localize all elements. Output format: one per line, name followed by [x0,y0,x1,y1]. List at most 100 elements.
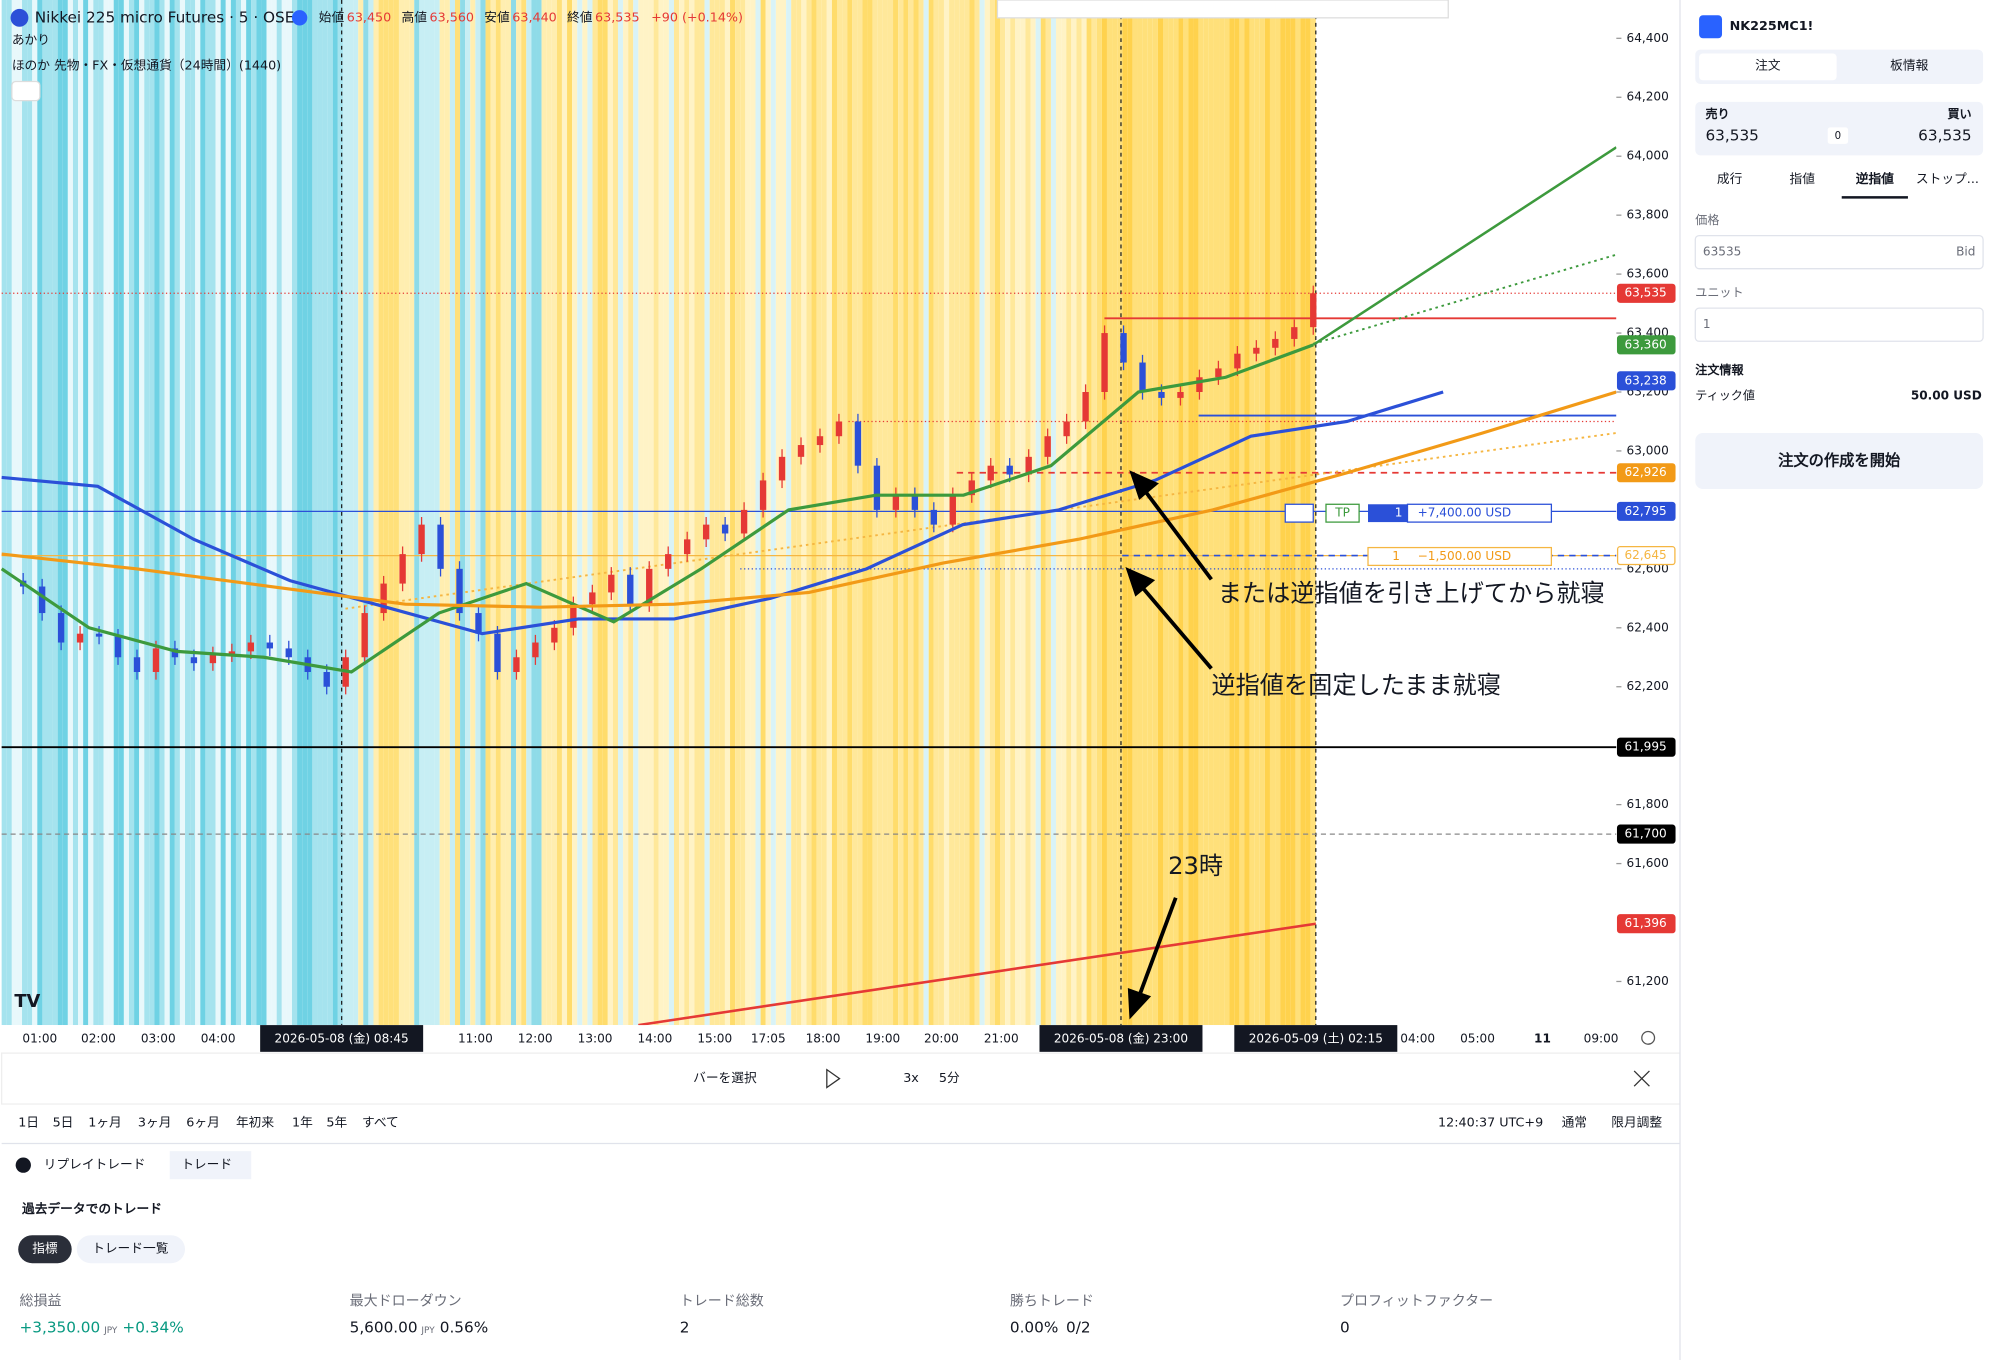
stripe [139,0,145,1026]
panel-symbol: NK225MC1! [1730,19,1814,34]
play[interactable] [826,1068,841,1089]
stripe [903,0,909,1026]
time-badge-label: 2026-05-09 (土) 02:15 [1249,1032,1383,1046]
order-type[interactable]: 逆指値 [1856,171,1894,187]
stripe [37,0,43,1026]
stripe [409,0,415,1026]
candle [1272,338,1279,348]
change: +90 (+0.14%) [651,10,743,25]
candle [114,636,122,658]
section[interactable]: 過去データでのトレード [21,1201,162,1217]
order-type[interactable]: ストップ... [1916,172,1979,187]
subtab-active[interactable] [18,1235,72,1264]
stripe [938,0,944,1026]
price-input[interactable] [1694,234,1984,270]
stripe [684,0,690,1026]
price-badge-label: 62,795 [1624,504,1666,518]
replay-icon [15,1157,31,1173]
range[interactable]: 6ヶ月 [186,1116,220,1131]
range[interactable]: 5日 [53,1116,74,1131]
candle [532,642,539,658]
metric-value: 0 [1340,1319,1350,1337]
stripe [393,0,399,1026]
subtab-bg[interactable] [76,1235,186,1264]
candle [494,633,501,672]
range[interactable]: すべて [362,1116,399,1131]
stripe [220,0,226,1026]
order-type[interactable]: 成行 [1717,172,1743,187]
stripe [103,0,109,1026]
interval[interactable]: 5分 [939,1071,960,1086]
stripe [190,0,196,1026]
candle [1291,327,1298,339]
sl-order[interactable]: 1 −1,500.00 USD [1367,546,1553,567]
stripe [811,0,817,1026]
candle [684,539,691,555]
stripe [719,0,725,1026]
candle [1025,456,1032,475]
candle [1006,465,1013,475]
sell[interactable]: 売り [1705,106,1729,121]
candle [570,604,577,628]
settings[interactable] [1641,1030,1656,1045]
metric-value: +3,350.00 [19,1319,100,1337]
stripe [454,0,461,1026]
buy-price[interactable]: 63,535 [1918,127,1971,145]
unit-input[interactable] [1694,307,1984,342]
stripe [745,0,751,1026]
ohlc-value: 63,535 [595,10,640,25]
tp-order[interactable]: TP 1 +7,400.00 USD [1284,503,1553,523]
candle [323,671,330,687]
stripe [1269,0,1276,1026]
range[interactable]: 3ヶ月 [138,1116,172,1131]
candle [475,613,482,634]
stripe [235,0,242,1026]
range[interactable]: 年初来 [236,1116,274,1131]
adjust[interactable]: 限月調整 [1611,1116,1662,1131]
sell-price[interactable]: 63,535 [1705,127,1758,145]
toolbar[interactable] [996,0,1449,19]
stripe [592,0,598,1026]
x-tick-label: 11:00 [458,1032,493,1046]
stripe [1229,0,1235,1026]
stripe [954,0,960,1026]
buy[interactable]: 買い [1947,107,1971,121]
x-tick-label: 04:00 [1400,1032,1435,1046]
tab[interactable]: 注文 [1755,59,1781,74]
range[interactable]: 1年 [292,1116,313,1131]
x-tick-label: 05:00 [1460,1032,1495,1046]
range[interactable]: 1日 [18,1116,39,1131]
stripe [327,0,333,1026]
tab[interactable]: トレード [181,1158,232,1173]
tp-tag [1325,503,1360,523]
stripe [1061,0,1067,1026]
close[interactable] [1633,1070,1650,1087]
range[interactable]: 5年 [326,1116,347,1131]
stripe [755,0,761,1026]
range[interactable]: 1ヶ月 [88,1116,122,1131]
collapse[interactable] [11,80,41,102]
submit-label: 注文の作成を開始 [1778,451,1901,469]
stripe [867,0,873,1026]
stripe [872,0,878,1026]
stripe [791,0,797,1026]
submit[interactable] [1695,432,1984,489]
stripe [1183,0,1189,1026]
mode[interactable]: 通常 [1562,1116,1587,1131]
speed[interactable]: 3x [903,1071,919,1086]
order-type[interactable]: 指値 [1790,171,1816,187]
tab[interactable]: リプレイトレード [44,1158,146,1173]
stripe [689,0,695,1026]
metric-unit: JPY [420,1326,435,1336]
stripe [57,0,63,1026]
tab[interactable]: 板情報 [1890,59,1928,74]
stripe [1122,0,1128,1026]
ohlc: 始値 63,450 高値 63,560 安値 63,440 終値 63,535 +90 (+0.… [319,9,743,25]
candle [873,465,881,510]
stripe [699,0,705,1026]
candle [759,480,767,510]
stripe [1005,0,1011,1026]
select-bar[interactable]: バーを選択 [693,1071,757,1086]
stripe [475,0,481,1026]
tab-active[interactable] [1699,53,1837,81]
